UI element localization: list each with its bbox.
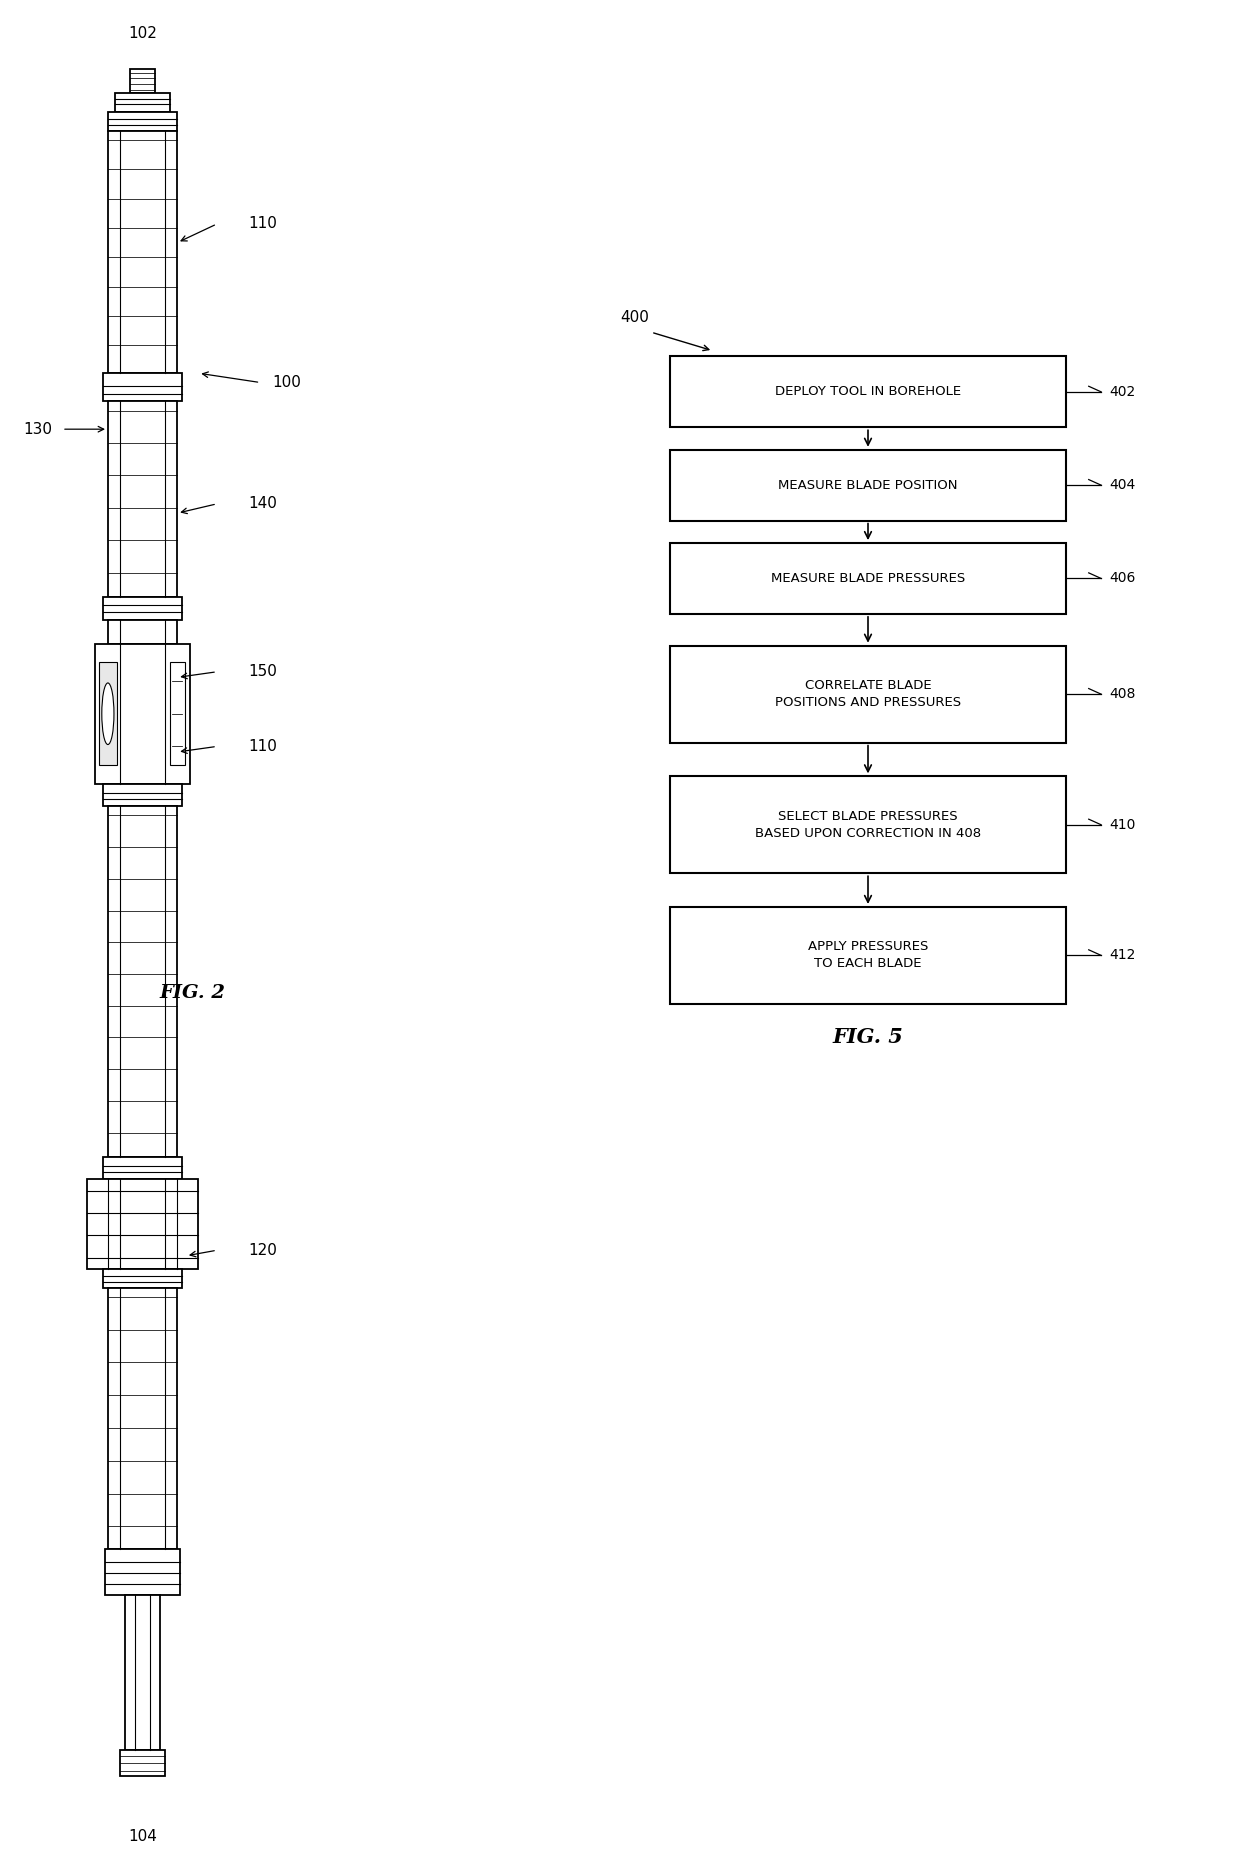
- Bar: [103, 784, 182, 806]
- Text: 100: 100: [273, 375, 301, 390]
- Bar: [115, 93, 170, 112]
- Text: SELECT BLADE PRESSURES
BASED UPON CORRECTION IN 408: SELECT BLADE PRESSURES BASED UPON CORREC…: [755, 810, 981, 840]
- Bar: [108, 401, 177, 597]
- Bar: [670, 776, 1066, 873]
- Bar: [120, 1750, 165, 1776]
- Bar: [103, 373, 182, 401]
- Text: 110: 110: [248, 216, 277, 231]
- Bar: [670, 356, 1066, 427]
- Text: APPLY PRESSURES
TO EACH BLADE: APPLY PRESSURES TO EACH BLADE: [807, 940, 929, 970]
- Bar: [87, 1179, 198, 1269]
- Text: 104: 104: [128, 1829, 157, 1844]
- Bar: [670, 450, 1066, 521]
- Bar: [108, 112, 177, 131]
- Text: 410: 410: [1110, 817, 1136, 832]
- Bar: [130, 69, 155, 93]
- Bar: [108, 806, 177, 1157]
- Text: CORRELATE BLADE
POSITIONS AND PRESSURES: CORRELATE BLADE POSITIONS AND PRESSURES: [775, 679, 961, 709]
- Bar: [125, 1595, 160, 1750]
- Text: 130: 130: [24, 422, 52, 437]
- Bar: [108, 131, 177, 373]
- Text: 110: 110: [248, 739, 277, 754]
- Bar: [103, 597, 182, 620]
- Bar: [670, 646, 1066, 743]
- Text: 404: 404: [1110, 478, 1136, 493]
- Text: 406: 406: [1110, 571, 1136, 586]
- Text: MEASURE BLADE PRESSURES: MEASURE BLADE PRESSURES: [771, 573, 965, 584]
- Bar: [103, 1269, 182, 1288]
- Bar: [670, 907, 1066, 1004]
- Text: 408: 408: [1110, 687, 1136, 702]
- Text: 412: 412: [1110, 948, 1136, 963]
- Bar: [99, 662, 117, 765]
- Text: MEASURE BLADE POSITION: MEASURE BLADE POSITION: [779, 480, 957, 491]
- Bar: [103, 1157, 182, 1179]
- Text: DEPLOY TOOL IN BOREHOLE: DEPLOY TOOL IN BOREHOLE: [775, 386, 961, 397]
- Text: 140: 140: [248, 496, 277, 511]
- Text: FIG. 5: FIG. 5: [832, 1028, 904, 1047]
- Text: 120: 120: [248, 1243, 277, 1258]
- Ellipse shape: [102, 683, 114, 745]
- Bar: [670, 543, 1066, 614]
- Bar: [108, 1288, 177, 1549]
- Bar: [105, 1549, 180, 1595]
- Bar: [170, 662, 185, 765]
- Text: 150: 150: [248, 664, 277, 679]
- Bar: [95, 644, 190, 784]
- Text: FIG. 2: FIG. 2: [159, 983, 226, 1002]
- Bar: [108, 620, 177, 644]
- Text: 102: 102: [128, 26, 157, 41]
- Text: 402: 402: [1110, 384, 1136, 399]
- Text: 400: 400: [620, 310, 649, 325]
